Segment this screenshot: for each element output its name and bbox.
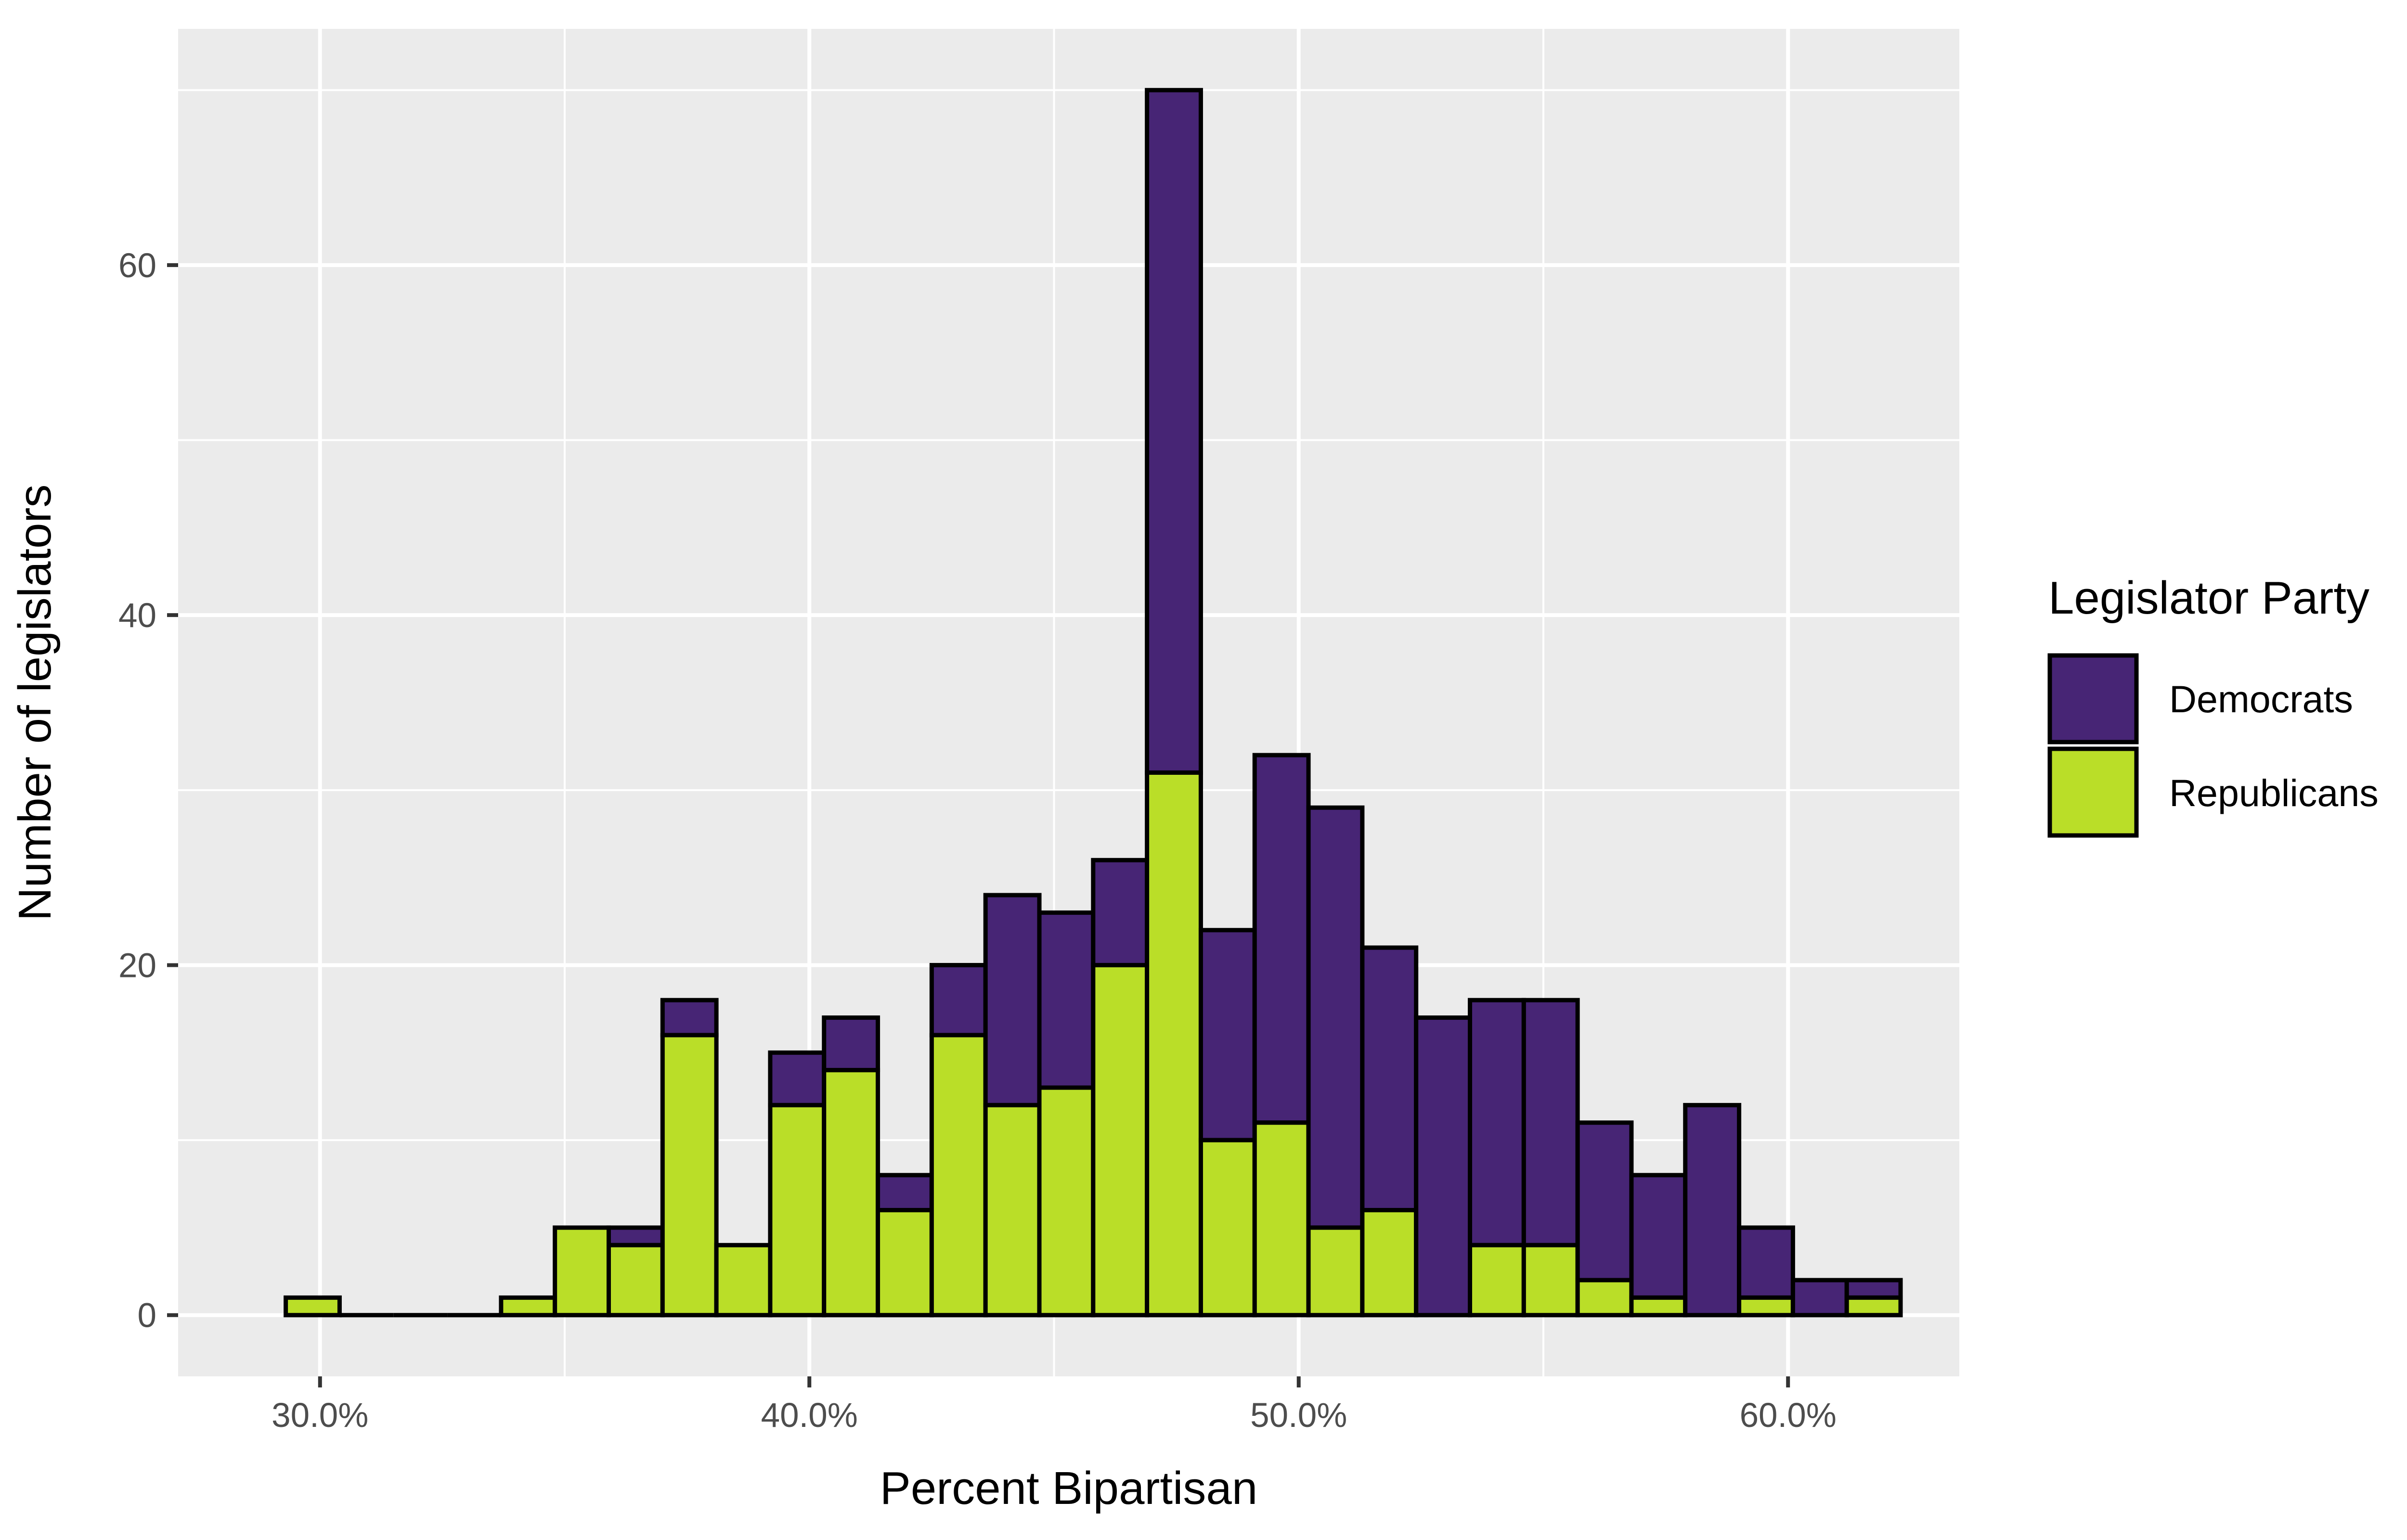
- bar-republicans: [1306, 1225, 1365, 1318]
- bar-republicans: [822, 1068, 880, 1318]
- bar-republicans: [1360, 1208, 1419, 1318]
- bars: [284, 88, 1903, 1318]
- bar-democrats: [1037, 910, 1096, 1090]
- bar-republicans: [607, 1243, 665, 1318]
- bar-republicans: [929, 1033, 988, 1318]
- x-axis-title: Percent Bipartisan: [880, 1463, 1257, 1514]
- bar-republicans: [1091, 962, 1150, 1318]
- bar-democrats: [1091, 858, 1150, 967]
- bar-democrats: [1737, 1225, 1795, 1300]
- x-tick-label: 60.0%: [1740, 1397, 1837, 1435]
- bar-republicans: [1145, 770, 1203, 1318]
- bar-republicans: [1737, 1295, 1795, 1318]
- bar-democrats: [607, 1225, 665, 1247]
- bar-democrats: [1468, 998, 1526, 1247]
- bar-democrats: [1575, 1120, 1634, 1283]
- bar-democrats: [1360, 945, 1419, 1213]
- bar-democrats: [660, 998, 719, 1038]
- bar-republicans: [1468, 1243, 1526, 1318]
- bar-republicans: [553, 1225, 611, 1318]
- bar-democrats: [1252, 753, 1311, 1125]
- bar-republicans: [983, 1103, 1042, 1318]
- bar-democrats: [1414, 1015, 1473, 1318]
- legend: Legislator Party Democrats Republicans: [2047, 572, 2379, 838]
- bar-republicans: [768, 1103, 827, 1318]
- x-tick-label: 50.0%: [1250, 1397, 1347, 1435]
- y-tick-label: 0: [138, 1297, 157, 1335]
- bar-republicans: [660, 1033, 719, 1318]
- bar-democrats: [1683, 1103, 1742, 1318]
- bar-democrats: [768, 1050, 827, 1107]
- bar-democrats: [1790, 1278, 1849, 1318]
- legend-key-republicans: [2047, 746, 2139, 838]
- bar-republicans: [1198, 1138, 1257, 1318]
- legend-key-democrats: [2047, 653, 2139, 744]
- bar-democrats: [1844, 1278, 1903, 1300]
- bar-republicans: [1252, 1120, 1311, 1318]
- bar-democrats: [1629, 1173, 1688, 1300]
- bar-democrats: [1306, 805, 1365, 1230]
- x-axis: 30.0% 40.0% 50.0% 60.0%: [272, 1376, 1837, 1435]
- bar-democrats: [1521, 998, 1580, 1247]
- bar-republicans: [499, 1295, 557, 1318]
- bar-democrats: [1145, 88, 1203, 775]
- bar-democrats: [822, 1015, 880, 1073]
- bar-republicans: [284, 1295, 342, 1318]
- bar-republicans: [1629, 1295, 1688, 1318]
- bar-republicans: [876, 1208, 934, 1318]
- bar-republicans: [1844, 1295, 1903, 1318]
- legend-label-democrats: Democrats: [2169, 678, 2353, 720]
- y-tick-label: 20: [118, 947, 156, 985]
- bar-democrats: [1198, 928, 1257, 1142]
- y-axis-title: Number of legislators: [9, 484, 61, 921]
- bar-republicans: [1037, 1085, 1096, 1318]
- y-tick-label: 60: [118, 247, 156, 285]
- x-tick-label: 40.0%: [761, 1397, 858, 1435]
- y-tick-label: 40: [118, 597, 156, 635]
- x-tick-label: 30.0%: [272, 1397, 368, 1435]
- bar-democrats: [929, 962, 988, 1038]
- bar-republicans: [1575, 1278, 1634, 1318]
- bar-democrats: [983, 893, 1042, 1107]
- bar-republicans: [1521, 1243, 1580, 1318]
- legend-label-republicans: Republicans: [2169, 771, 2379, 814]
- y-axis: 0 20 40 60: [118, 247, 178, 1335]
- bar-democrats: [876, 1173, 934, 1213]
- bar-republicans: [714, 1243, 773, 1318]
- legend-title: Legislator Party: [2048, 572, 2369, 624]
